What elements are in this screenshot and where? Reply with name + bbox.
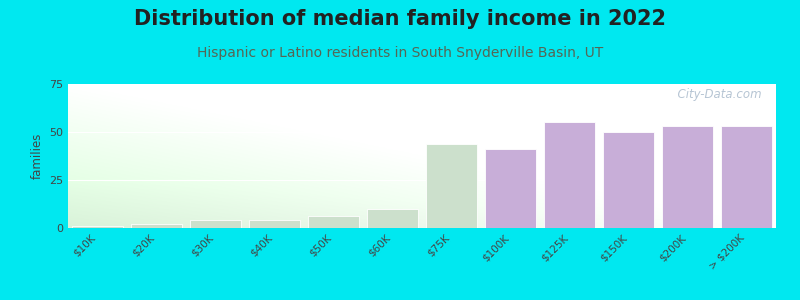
Bar	[309, 217, 358, 228]
Bar	[367, 209, 418, 228]
Bar	[486, 149, 535, 228]
Bar	[73, 226, 122, 228]
Y-axis label: families: families	[30, 133, 43, 179]
Bar	[545, 122, 594, 228]
Bar	[250, 220, 299, 228]
Bar	[662, 126, 713, 228]
Bar	[426, 143, 477, 228]
Bar	[190, 220, 241, 228]
Bar	[131, 224, 182, 228]
Text: City-Data.com: City-Data.com	[670, 88, 762, 101]
Text: Distribution of median family income in 2022: Distribution of median family income in …	[134, 9, 666, 29]
Text: Hispanic or Latino residents in South Snyderville Basin, UT: Hispanic or Latino residents in South Sn…	[197, 46, 603, 61]
Bar	[603, 132, 654, 228]
Bar	[722, 126, 771, 228]
